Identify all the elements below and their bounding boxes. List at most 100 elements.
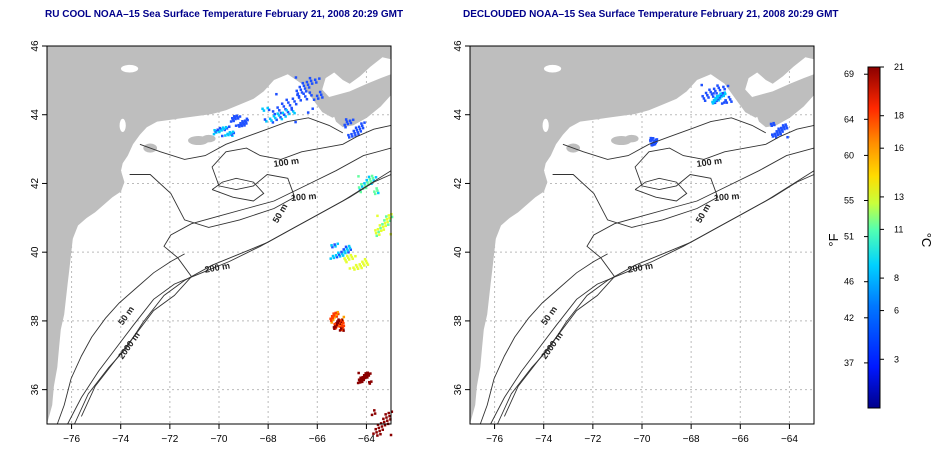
right-sst-pixel <box>721 93 725 96</box>
left-lake <box>120 64 139 73</box>
fahrenheit-tick-label: 60 <box>844 150 854 160</box>
left-sst-pixel <box>345 120 349 123</box>
left-sst-pixel <box>224 125 228 129</box>
left-sst-pixel <box>370 174 374 178</box>
left-sst-pixel <box>351 135 354 138</box>
left-sst-pixel <box>298 85 302 89</box>
left-sst-pixel <box>232 115 236 118</box>
left-sst-pixel <box>340 328 343 332</box>
left-sst-pixel <box>359 376 362 380</box>
right-lake <box>542 118 549 132</box>
right-sst-pixel <box>718 97 722 100</box>
left-sst-pixel <box>294 120 297 124</box>
left-sst-pixel <box>231 116 234 120</box>
left-sst-pixel <box>360 185 364 188</box>
left-sst-pixel <box>333 324 337 327</box>
right-depth-contour <box>634 177 688 202</box>
right-depth-contour <box>552 124 815 228</box>
right-sst-pixel <box>650 143 653 146</box>
left-sst-pixel <box>285 98 288 102</box>
left-sst-pixel <box>349 253 353 257</box>
left-sst-pixel <box>344 245 348 249</box>
left-sst-pixel <box>274 116 277 120</box>
left-sst-pixel <box>350 255 354 259</box>
right-contour-label: 100 m <box>696 155 723 168</box>
left-sst-pixel <box>275 118 278 122</box>
left-sst-pixel <box>232 119 235 123</box>
right-sst-pixel <box>779 132 782 136</box>
left-sst-pixel <box>333 322 336 326</box>
left-sst-pixel <box>372 432 375 435</box>
left-sst-pixel <box>341 328 345 331</box>
left-sst-pixel <box>356 131 359 134</box>
left-sst-pixel <box>337 318 340 321</box>
left-sst-pixel <box>359 130 363 133</box>
left-sst-pixel <box>335 315 339 318</box>
left-sst-pixel <box>306 83 310 86</box>
left-sst-pixel <box>368 177 372 181</box>
left-sst-pixel <box>263 118 267 121</box>
left-sst-pixel <box>282 113 286 116</box>
right-lat-tick-label: 36 <box>453 384 464 396</box>
left-sst-pixel <box>354 126 358 130</box>
right-sst-pixel <box>728 98 732 101</box>
right-lat-tick-label: 46 <box>453 40 464 52</box>
left-sst-pixel <box>311 107 314 110</box>
left-sst-pixel <box>354 254 357 258</box>
left-lat-tick-label: 44 <box>30 109 41 121</box>
fahrenheit-tick-label: 51 <box>844 232 854 242</box>
left-sst-pixel <box>296 92 300 95</box>
left-sst-pixel <box>243 119 247 122</box>
left-sst-pixel <box>383 221 387 225</box>
left-sst-pixel <box>389 433 393 437</box>
left-sst-pixel <box>379 432 382 436</box>
left-sst-pixel <box>284 115 287 118</box>
left-sst-pixel <box>344 118 348 121</box>
left-sst-pixel <box>376 214 379 218</box>
left-sst-pixel <box>359 377 363 381</box>
right-lat-tick-label: 38 <box>453 315 464 327</box>
left-sst-pixel <box>294 76 298 79</box>
left-sst-pixel <box>348 119 352 123</box>
left-lat-tick-label: 46 <box>30 40 41 52</box>
left-sst-pixel <box>290 108 294 111</box>
left-sst-pixel <box>361 126 365 130</box>
left-sst-pixel <box>271 110 275 113</box>
left-sst-pixel <box>337 251 340 254</box>
right-sst-pixel <box>715 92 718 95</box>
left-sst-pixel <box>338 329 342 332</box>
right-sst-pixel <box>726 84 730 88</box>
left-sst-pixel <box>374 231 378 235</box>
right-sst-pixel <box>781 130 784 133</box>
left-sst-pixel <box>318 77 321 80</box>
fahrenheit-tick-label: 42 <box>844 313 854 323</box>
left-sst-pixel <box>374 427 377 431</box>
left-sst-pixel <box>340 322 343 326</box>
left-lon-tick-label: −66 <box>309 434 326 445</box>
left-sst-pixel <box>361 375 364 379</box>
right-sst-pixel <box>786 135 789 139</box>
left-sst-pixel <box>346 122 350 126</box>
left-depth-contour <box>80 147 392 417</box>
left-sst-pixel <box>297 95 301 98</box>
left-sst-pixel <box>273 112 276 116</box>
fahrenheit-axis-label: °F <box>826 233 841 246</box>
celsius-tick-label: 13 <box>894 192 904 202</box>
left-lon-tick-label: −70 <box>211 434 228 445</box>
left-sst-pixel <box>361 377 365 380</box>
left-island <box>201 134 216 143</box>
left-sst-pixel <box>212 132 216 136</box>
left-sst-pixel <box>288 112 291 116</box>
left-sst-pixel <box>349 248 353 251</box>
left-sst-pixel <box>389 418 392 421</box>
left-sst-pixel <box>299 99 302 102</box>
left-sst-pixel <box>357 186 361 189</box>
left-sst-pixel <box>344 251 347 255</box>
left-sst-pixel <box>383 423 387 427</box>
right-land <box>470 46 814 424</box>
left-sst-pixel <box>233 116 237 119</box>
left-sst-pixel <box>330 314 334 318</box>
left-sst-pixel <box>240 124 244 128</box>
